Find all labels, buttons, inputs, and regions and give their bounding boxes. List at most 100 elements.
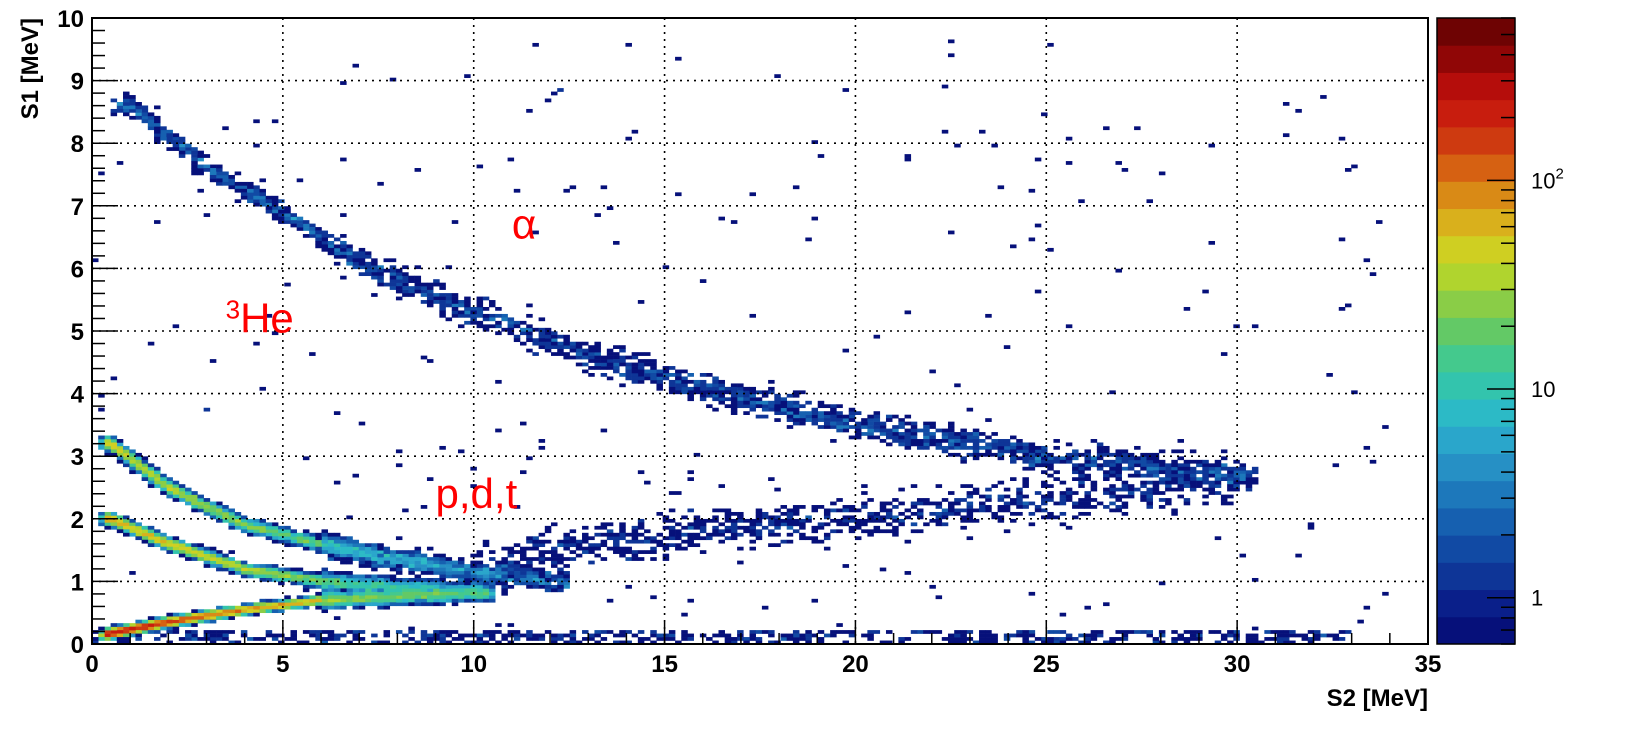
- heatmap-cell: [222, 633, 229, 638]
- heatmap-cell: [408, 550, 415, 554]
- heatmap-cell: [1010, 511, 1017, 516]
- heatmap-cell: [488, 313, 496, 318]
- heatmap-cell: [476, 300, 484, 304]
- heatmap-cell: [402, 560, 409, 565]
- heatmap-cell: [681, 637, 688, 641]
- heatmap-cell: [1010, 449, 1017, 454]
- colorbar-segment: [1437, 18, 1515, 46]
- heatmap-cell: [377, 640, 384, 645]
- heatmap-cell: [972, 640, 980, 645]
- heatmap-cell: [1251, 577, 1259, 582]
- heatmap-cell: [836, 522, 843, 527]
- heatmap-cell: [129, 518, 136, 523]
- heatmap-cell: [947, 439, 955, 443]
- heatmap-cell: [985, 633, 992, 638]
- heatmap-cell: [668, 525, 676, 530]
- heatmap-cell: [160, 626, 167, 631]
- heatmap-cell: [1239, 463, 1247, 468]
- heatmap-cell: [364, 261, 372, 266]
- heatmap-cell: [1282, 637, 1290, 641]
- heatmap-cell: [253, 612, 260, 617]
- heatmap-cell: [1096, 633, 1104, 638]
- heatmap-cell: [457, 574, 465, 579]
- heatmap-cell: [650, 366, 657, 370]
- heatmap-cell: [668, 508, 676, 513]
- heatmap-cell: [110, 630, 118, 634]
- heatmap-cell: [1084, 633, 1091, 638]
- heatmap-cell: [482, 574, 490, 579]
- heatmap-cell: [327, 588, 335, 593]
- heatmap-cell: [340, 588, 347, 593]
- heatmap-cell: [526, 630, 533, 634]
- heatmap-cell: [408, 630, 415, 634]
- heatmap-cell: [557, 584, 564, 589]
- heatmap-cell: [923, 428, 930, 433]
- heatmap-cell: [842, 522, 850, 527]
- heatmap-cell: [216, 508, 223, 513]
- heatmap-cell: [414, 602, 422, 607]
- heatmap-cell: [228, 550, 235, 554]
- heatmap-cell: [1313, 637, 1321, 641]
- heatmap-cell: [780, 522, 788, 527]
- heatmap-cell: [898, 640, 905, 645]
- heatmap-cell: [172, 491, 180, 495]
- colorbar-segment: [1437, 480, 1515, 509]
- heatmap-cell: [395, 296, 403, 301]
- heatmap-cell: [408, 602, 415, 607]
- heatmap-cell: [1189, 466, 1197, 471]
- heatmap-cell: [420, 553, 428, 558]
- heatmap-cell: [284, 209, 291, 214]
- heatmap-cell: [718, 383, 725, 388]
- heatmap-cell: [383, 546, 391, 551]
- heatmap-cell: [1233, 480, 1240, 485]
- heatmap-cell: [327, 251, 335, 256]
- heatmap-cell: [340, 213, 347, 217]
- heatmap-cell: [557, 539, 564, 544]
- heatmap-cell: [147, 623, 155, 627]
- heatmap-cell: [1078, 505, 1085, 509]
- heatmap-cell: [439, 553, 446, 558]
- heatmap-cell: [501, 637, 508, 641]
- heatmap-cell: [650, 359, 657, 363]
- heatmap-cell: [147, 619, 155, 624]
- heatmap-cell: [135, 619, 142, 624]
- heatmap-cell: [1010, 456, 1017, 461]
- heatmap-cell: [848, 515, 856, 520]
- heatmap-cell: [904, 421, 912, 426]
- heatmap-cell: [792, 505, 800, 509]
- heatmap-cell: [972, 449, 980, 454]
- heatmap-cell: [389, 588, 397, 593]
- heatmap-cell: [296, 602, 304, 607]
- heatmap-cell: [625, 630, 632, 634]
- heatmap-cell: [947, 230, 955, 235]
- heatmap-cell: [830, 407, 837, 412]
- heatmap-cell: [768, 532, 775, 537]
- heatmap-cell: [439, 630, 446, 634]
- heatmap-cell: [414, 560, 422, 565]
- heatmap-cell: [1078, 498, 1085, 502]
- heatmap-cell: [222, 564, 229, 568]
- heatmap-cell: [1109, 390, 1116, 395]
- heatmap-cell: [278, 571, 285, 575]
- heatmap-cell: [203, 564, 211, 568]
- heatmap-cell: [408, 557, 415, 561]
- heatmap-cell: [408, 598, 415, 603]
- heatmap-cell: [346, 536, 353, 541]
- heatmap-cell: [836, 418, 843, 422]
- y-axis-label: S1 [MeV]: [17, 18, 44, 119]
- heatmap-cell: [1010, 442, 1017, 447]
- heatmap-cell: [637, 637, 645, 641]
- heatmap-cell: [544, 331, 552, 336]
- heatmap-cell: [1227, 466, 1234, 471]
- heatmap-cell: [1084, 605, 1091, 610]
- heatmap-cell: [439, 637, 446, 641]
- heatmap-cell: [191, 550, 198, 554]
- heatmap-cell: [1313, 633, 1321, 638]
- heatmap-cell: [408, 581, 415, 586]
- heatmap-cell: [854, 536, 862, 541]
- heatmap-cell: [315, 633, 322, 638]
- heatmap-cell: [1214, 459, 1222, 464]
- heatmap-cell: [172, 480, 180, 485]
- heatmap-cell: [209, 633, 217, 638]
